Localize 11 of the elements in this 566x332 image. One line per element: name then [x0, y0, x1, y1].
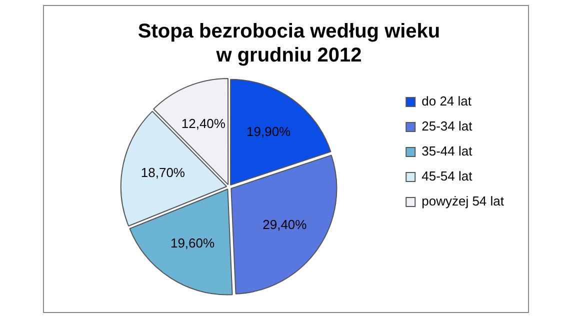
data-label: 18,70% [140, 164, 186, 180]
legend-label: 25-34 lat [422, 118, 473, 134]
legend-label: 45-54 lat [422, 168, 473, 184]
legend-label: 35-44 lat [422, 144, 473, 159]
data-label: 19,90% [246, 124, 292, 139]
data-label: 12,40% [181, 116, 226, 132]
data-label: 29,40% [262, 216, 308, 232]
legend-label: powyżej 54 lat [422, 194, 504, 209]
data-label: 19,60% [170, 235, 216, 250]
chart-title: Stopa bezrobocia według wieku w grudniu 2012 [138, 20, 440, 67]
legend-label: do 24 lat [422, 94, 472, 109]
